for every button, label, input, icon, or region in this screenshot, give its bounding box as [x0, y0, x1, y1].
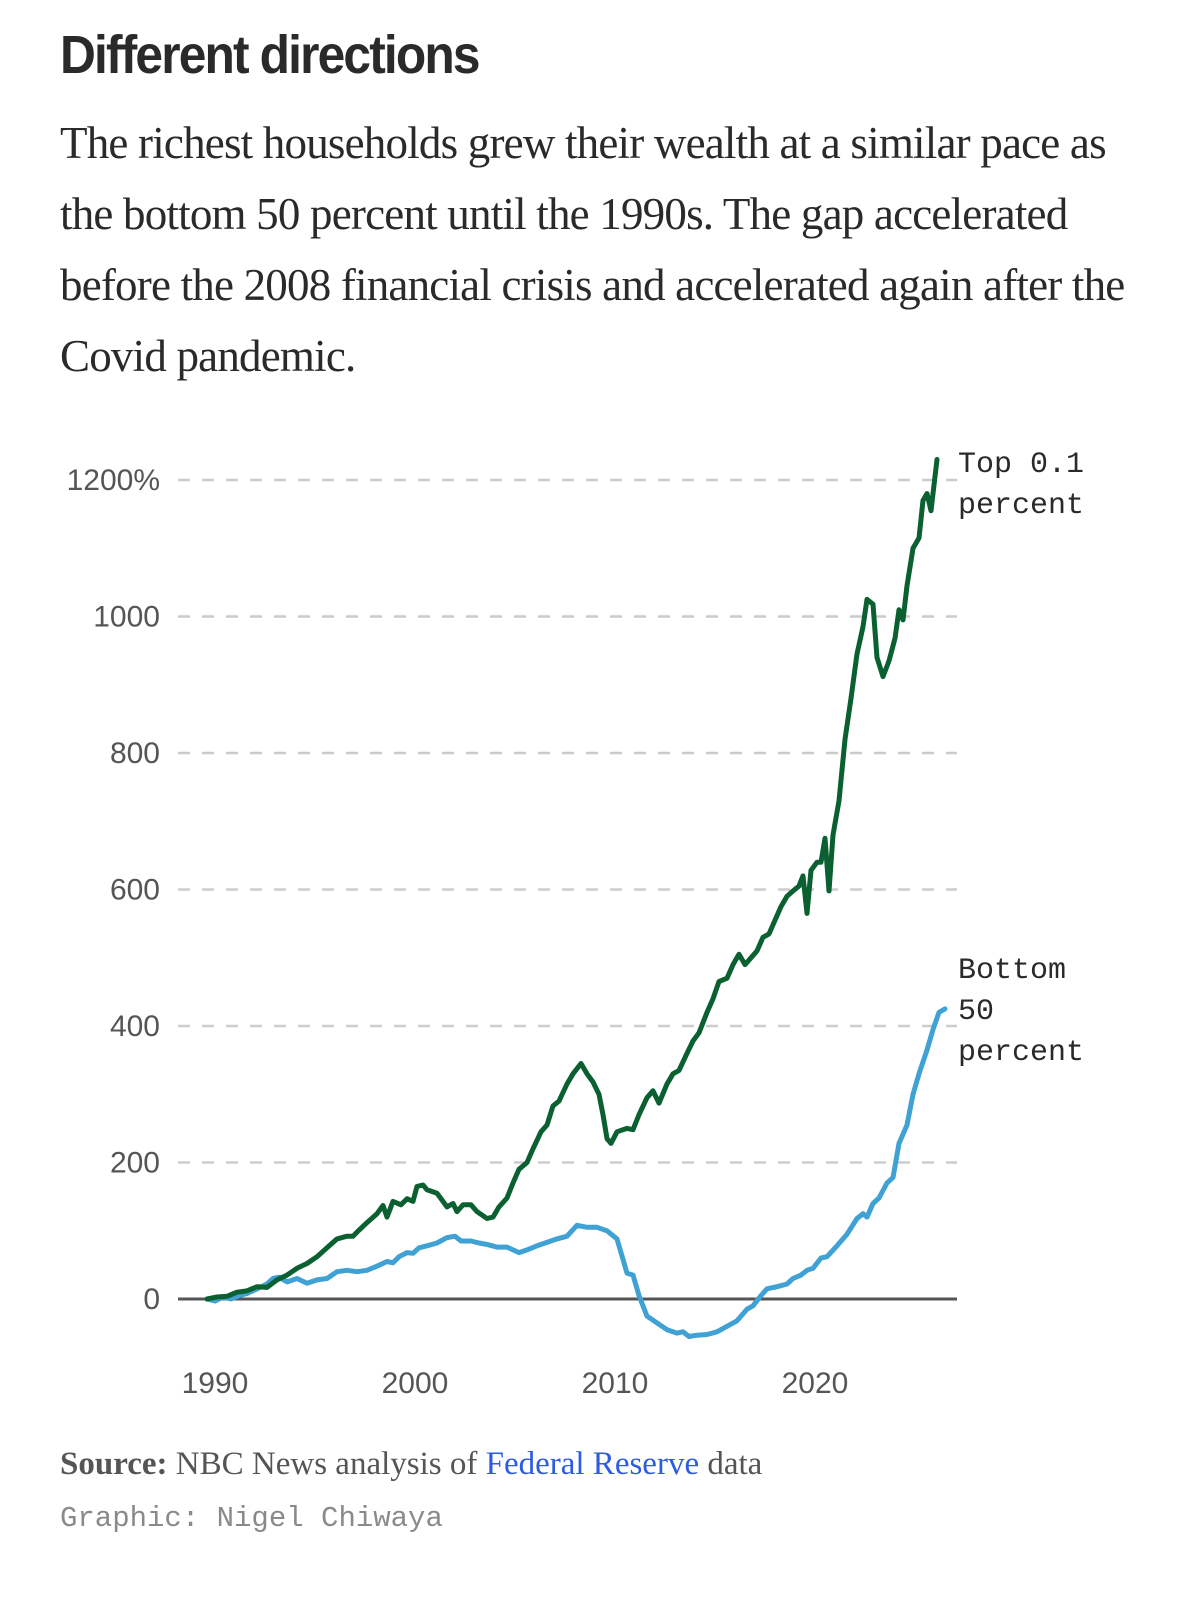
gridlines	[178, 478, 957, 1164]
source-label: Source:	[60, 1446, 168, 1482]
y-tick-label: 800	[110, 737, 160, 770]
y-tick-label: 0	[143, 1283, 160, 1316]
series-label-bottom-50-percent: Bottom 50 percent	[958, 954, 1084, 1070]
chart-subtitle: The richest households grew their wealth…	[60, 118, 1125, 381]
source-text-end: data	[699, 1446, 763, 1482]
y-tick-label: 200	[110, 1147, 160, 1180]
series-labels: Top 0.1 percent Bottom 50 percent	[958, 448, 1084, 1070]
x-tick-label: 2020	[782, 1367, 849, 1400]
y-tick-label: 400	[110, 1010, 160, 1043]
series-line-top-0-1-percent	[204, 457, 940, 1302]
graphic-credit: Graphic: Nigel Chiwaya	[60, 1502, 443, 1535]
x-axis: 1990 2000 2010 2020	[182, 1367, 849, 1400]
chart-title: Different directions	[60, 25, 481, 85]
series-line-bottom-50-percent	[204, 1006, 948, 1339]
y-tick-label: 600	[110, 874, 160, 907]
series-label-top-0-1-percent: Top 0.1 percent	[958, 448, 1084, 523]
y-axis: 0 200 400 600 800 1000 1200%	[67, 464, 160, 1316]
x-tick-label: 1990	[182, 1367, 249, 1400]
y-tick-label: 1000	[93, 601, 160, 634]
source-note: Source: NBC News analysis of Federal Res…	[60, 1446, 762, 1483]
source-text: NBC News analysis of	[167, 1446, 486, 1482]
y-tick-label: 1200%	[67, 464, 160, 497]
federal-reserve-link[interactable]: Federal Reserve	[485, 1446, 700, 1482]
x-tick-label: 2010	[582, 1367, 649, 1400]
series-lines	[204, 457, 948, 1339]
x-tick-label: 2000	[382, 1367, 449, 1400]
